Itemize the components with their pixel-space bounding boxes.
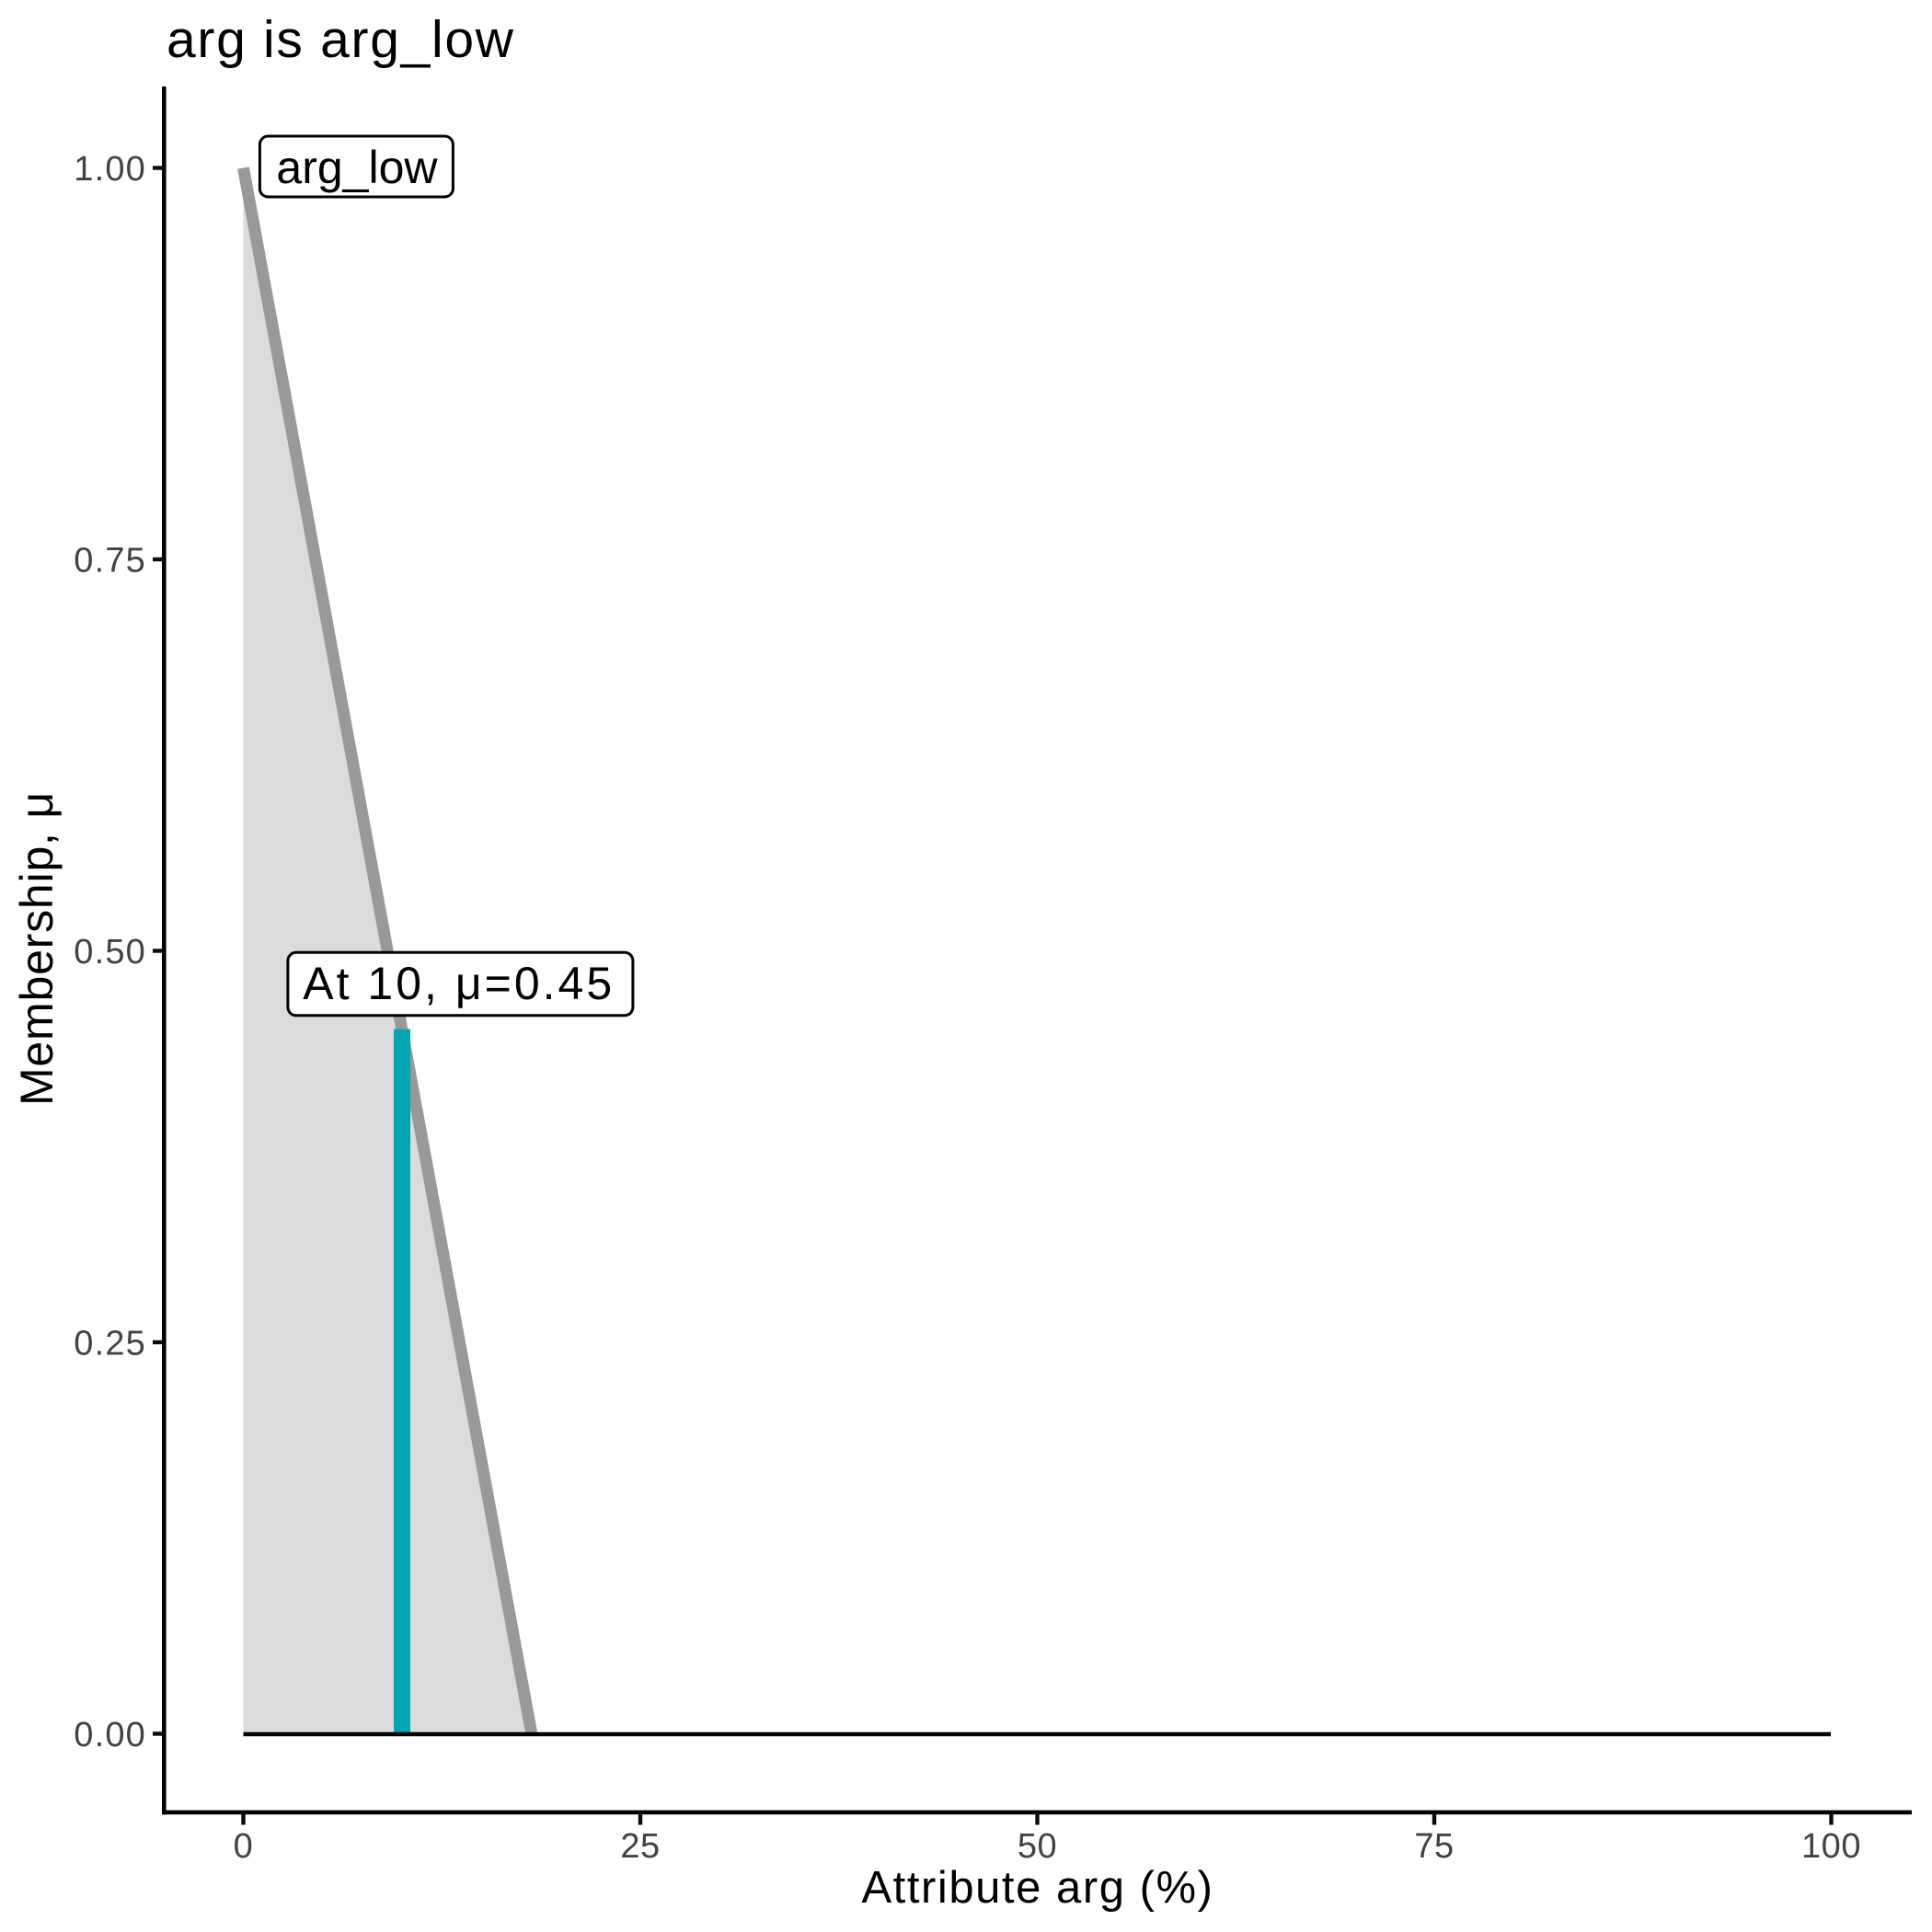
svg-text:100: 100 — [1801, 1827, 1861, 1866]
svg-text:arg is arg_low: arg is arg_low — [167, 10, 515, 69]
svg-text:At 10, μ=0.45: At 10, μ=0.45 — [303, 958, 615, 1009]
svg-text:1.00: 1.00 — [74, 150, 146, 189]
svg-text:75: 75 — [1414, 1827, 1454, 1866]
svg-text:0.50: 0.50 — [74, 933, 146, 972]
svg-text:25: 25 — [620, 1827, 660, 1866]
svg-text:Attribute arg (%): Attribute arg (%) — [861, 1863, 1213, 1913]
svg-text:50: 50 — [1018, 1827, 1057, 1866]
svg-text:0.25: 0.25 — [74, 1325, 146, 1363]
svg-text:Membership, μ: Membership, μ — [11, 791, 63, 1106]
svg-text:0.00: 0.00 — [74, 1716, 146, 1754]
svg-text:arg_low: arg_low — [276, 142, 438, 193]
svg-text:0: 0 — [234, 1827, 254, 1866]
svg-text:0.75: 0.75 — [74, 542, 146, 581]
